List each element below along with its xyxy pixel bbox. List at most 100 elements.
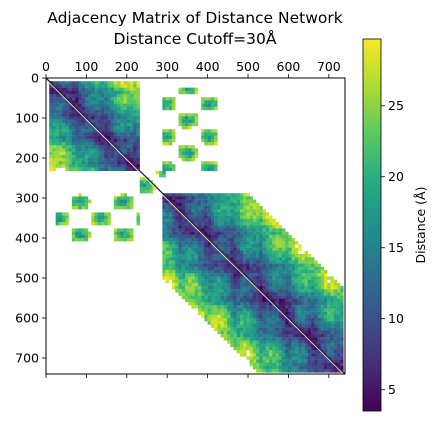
heatmap-cell: [307, 305, 312, 309]
heatmap-cell: [123, 234, 128, 239]
heatmap-cell: [62, 116, 66, 120]
heatmap-cell: [204, 212, 208, 216]
heatmap-cell: [91, 215, 95, 219]
heatmap-cell: [146, 183, 150, 187]
heatmap-cell: [243, 244, 247, 248]
heatmap-cell: [223, 241, 228, 245]
heatmap-cell: [97, 212, 102, 216]
heatmap-cell: [201, 263, 205, 267]
heatmap-cell: [301, 362, 305, 367]
heatmap-cell: [301, 343, 305, 347]
heatmap-cell: [88, 122, 92, 127]
heatmap-cell: [239, 241, 244, 245]
heatmap-cell: [100, 94, 105, 98]
heatmap-cell: [323, 286, 328, 290]
heatmap-cell: [230, 266, 234, 271]
heatmap-cell: [100, 135, 105, 139]
heatmap-cell: [91, 106, 95, 111]
heatmap-cell: [184, 263, 189, 267]
heatmap-cell: [311, 334, 315, 338]
heatmap-cell: [223, 266, 228, 271]
heatmap-cell: [52, 81, 56, 85]
heatmap-cell: [311, 346, 315, 351]
heatmap-cell: [285, 359, 289, 363]
heatmap-cell: [165, 279, 170, 283]
heatmap-cell: [78, 81, 82, 85]
heatmap-cell: [259, 225, 263, 229]
heatmap-cell: [227, 225, 231, 229]
heatmap-cell: [327, 302, 331, 306]
heatmap-cell: [278, 369, 283, 373]
heatmap-cell: [191, 234, 195, 239]
heatmap-cell: [227, 321, 231, 325]
heatmap-cell: [336, 346, 341, 351]
heatmap-cell: [217, 228, 221, 232]
heatmap-cell: [201, 311, 205, 315]
heatmap-cell: [136, 90, 140, 95]
heatmap-cell: [204, 206, 208, 210]
heatmap-cell: [172, 103, 176, 107]
heatmap-cell: [227, 302, 231, 306]
heatmap-cell: [262, 276, 266, 280]
heatmap-cell: [191, 90, 195, 95]
heatmap-cell: [288, 366, 292, 370]
heatmap-cell: [227, 292, 231, 296]
heatmap-cell: [184, 260, 189, 264]
heatmap-cell: [304, 359, 309, 363]
heatmap-cell: [178, 263, 182, 267]
y-tick-label: 200: [15, 151, 39, 166]
heatmap-cell: [336, 302, 341, 306]
heatmap-cell: [207, 260, 212, 264]
x-tick-label: 200: [115, 59, 139, 74]
heatmap-cell: [214, 282, 218, 287]
heatmap-cell: [184, 234, 189, 239]
heatmap-cell: [201, 225, 205, 229]
heatmap-cell: [275, 244, 279, 248]
heatmap-cell: [278, 324, 283, 328]
heatmap-cell: [188, 234, 192, 239]
heatmap-cell: [191, 266, 195, 271]
heatmap-cell: [223, 215, 228, 219]
heatmap-cell: [94, 138, 98, 143]
heatmap-cell: [223, 279, 228, 283]
heatmap-cell: [281, 353, 286, 357]
heatmap-cell: [207, 167, 212, 171]
heatmap-cell: [327, 295, 331, 299]
heatmap-cell: [181, 238, 186, 242]
heatmap-cell: [100, 158, 105, 162]
heatmap-cell: [269, 305, 273, 309]
heatmap-cell: [294, 311, 299, 315]
heatmap-cell: [220, 241, 224, 245]
heatmap-cell: [184, 225, 189, 229]
heatmap-cell: [269, 282, 273, 287]
heatmap-cell: [168, 193, 173, 197]
heatmap-cell: [65, 94, 69, 98]
diagonal-line: [45, 77, 346, 375]
heatmap-cell: [220, 295, 224, 299]
heatmap-cell: [256, 222, 260, 226]
heatmap-cell: [285, 266, 289, 271]
heatmap-cell: [236, 308, 241, 312]
heatmap-cell: [194, 119, 199, 123]
heatmap-cell: [317, 356, 321, 360]
heatmap-cell: [217, 209, 221, 213]
heatmap-cell: [100, 142, 105, 146]
heatmap-cell: [113, 106, 118, 111]
heatmap-cell: [197, 241, 202, 245]
heatmap-cell: [168, 257, 173, 261]
colorbar-tick-label: 25: [388, 98, 404, 113]
heatmap-cell: [120, 206, 124, 210]
heatmap-cell: [172, 222, 176, 226]
heatmap-cell: [133, 161, 137, 165]
heatmap-cell: [126, 106, 131, 111]
heatmap-cell: [81, 161, 85, 165]
heatmap-cell: [217, 202, 221, 207]
heatmap-cell: [230, 241, 234, 245]
heatmap-cell: [181, 266, 186, 271]
heatmap-cell: [191, 87, 195, 91]
heatmap-cell: [217, 282, 221, 287]
heatmap-cell: [197, 212, 202, 216]
heatmap-cell: [71, 116, 76, 120]
heatmap-cell: [168, 212, 173, 216]
